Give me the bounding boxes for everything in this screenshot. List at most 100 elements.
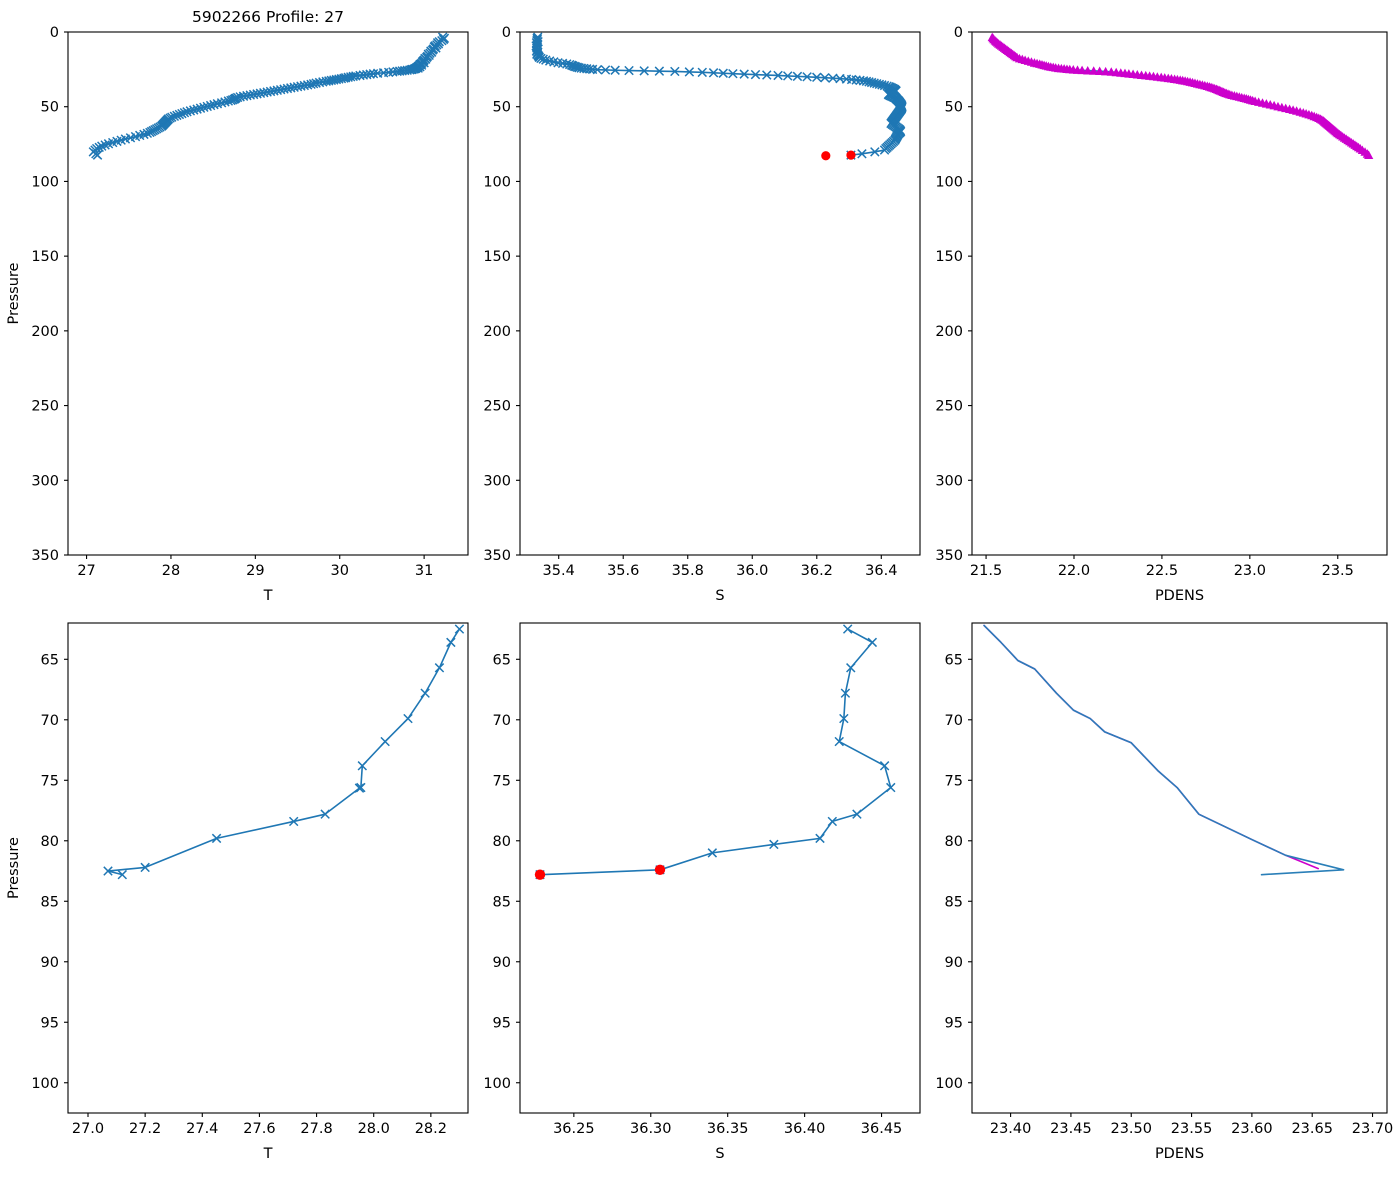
data-marker-x	[320, 809, 330, 819]
data-marker-x	[97, 141, 107, 151]
x-tick-label: 23.65	[1291, 1121, 1333, 1137]
data-marker-x	[815, 833, 825, 844]
y-tick-label: 85	[945, 894, 963, 910]
y-tick-label: 80	[493, 834, 511, 850]
x-tick-label: 35.8	[672, 563, 704, 579]
x-tick-label: 23.0	[1234, 563, 1266, 579]
x-tick-label: 23.5	[1322, 563, 1354, 579]
data-marker-x	[172, 110, 182, 121]
x-tick-label: 36.2	[801, 563, 833, 579]
plot-frame	[519, 31, 921, 556]
data-marker-x	[192, 104, 202, 114]
data-marker-x	[226, 95, 236, 106]
y-tick-label: 85	[41, 894, 59, 910]
y-tick-label: 150	[31, 249, 59, 265]
x-tick-label: 31	[415, 563, 433, 579]
data-marker-x	[420, 688, 430, 698]
flagged-point-marker	[534, 869, 546, 880]
x-tick-label: 27.6	[243, 1121, 275, 1137]
data-marker-x	[697, 67, 707, 78]
chart-top-salinity: 35.4 35.6 35.8 36.0 36.2 36.4 0 50 100 150 200 250 3…	[483, 25, 921, 604]
x-tick-label: 27	[77, 563, 95, 579]
data-marker-x	[624, 65, 634, 76]
chart-top-pdens: 21.5 22.0 22.5 23.0 23.5 0 50 100 150 200 250 300 35…	[935, 25, 1388, 604]
data-marker-x	[209, 99, 219, 110]
y-axis-label: Pressure	[6, 262, 22, 324]
data-marker-x	[145, 127, 155, 138]
data-marker-triangle	[1095, 66, 1105, 76]
y-tick-label: 100	[483, 174, 511, 190]
x-tick-label: 23.45	[1050, 1121, 1092, 1137]
x-tick-label: 36.45	[861, 1121, 903, 1137]
x-tick-label: 22.0	[1058, 563, 1090, 579]
panel-top-pdens: 21.5 22.0 22.5 23.0 23.5 0 50 100 150 200 250 300 35…	[904, 0, 1400, 605]
y-tick-label: 0	[502, 25, 511, 41]
chart-zoom-temperature: 27.0 27.2 27.4 27.6 27.8 28.0 28.2 65 70 75 80 85 90…	[6, 622, 469, 1162]
data-marker-x	[739, 69, 749, 79]
y-tick-label: 65	[493, 652, 511, 668]
data-marker-x	[584, 64, 595, 74]
y-tick-label: 95	[945, 1015, 963, 1031]
data-marker-x	[708, 68, 719, 78]
y-tick-label: 50	[945, 100, 963, 116]
y-tick-label: 70	[493, 713, 511, 729]
data-line	[539, 628, 892, 876]
data-marker-x	[223, 96, 234, 106]
data-marker-x	[454, 624, 465, 634]
data-marker-x	[879, 145, 890, 155]
y-tick-label: 65	[41, 652, 59, 668]
x-tick-label: 27.8	[300, 1121, 332, 1137]
x-tick-label: 23.50	[1110, 1121, 1152, 1137]
data-marker-x	[639, 66, 649, 76]
flagged-point-marker	[846, 150, 856, 160]
data-marker-x	[783, 71, 793, 81]
data-marker-x	[403, 713, 413, 724]
data-marker-x	[103, 866, 113, 876]
data-marker-x	[92, 150, 103, 160]
x-tick-label: 27.4	[186, 1121, 218, 1137]
y-tick-label: 250	[483, 399, 511, 415]
x-tick-label: 36.25	[553, 1121, 595, 1137]
y-axis-label: Pressure	[6, 837, 22, 899]
plot-area	[88, 32, 450, 160]
data-marker-triangle	[1089, 66, 1099, 75]
y-tick-label: 300	[483, 473, 511, 489]
y-tick-label: 0	[50, 25, 59, 41]
data-marker-x	[220, 97, 230, 107]
x-tick-label: 28	[162, 563, 180, 579]
y-tick-label: 100	[935, 1076, 963, 1092]
data-marker-triangle	[1077, 65, 1087, 75]
y-tick-label: 300	[31, 473, 59, 489]
y-tick-label: 350	[483, 548, 511, 564]
data-marker-x	[827, 816, 838, 827]
y-tick-label: 250	[31, 399, 59, 415]
data-marker-x	[211, 833, 222, 844]
data-marker-x	[750, 69, 761, 80]
plot-area	[987, 32, 1374, 160]
data-marker-x	[773, 70, 783, 81]
data-marker-x	[199, 102, 209, 113]
data-marker-x	[358, 70, 369, 80]
chart-zoom-salinity: 36.25 36.30 36.35 36.40 36.45 65 70 75 80 85 90 95 1…	[483, 622, 921, 1162]
y-tick-label: 95	[41, 1015, 59, 1031]
data-marker-x	[357, 761, 368, 771]
y-tick-label: 50	[493, 100, 511, 116]
x-tick-label: 35.4	[543, 563, 575, 579]
x-axis-label: S	[715, 1146, 724, 1162]
y-tick-label: 150	[935, 249, 963, 265]
chart-top-temperature: 27 28 29 30 31 0 50 100 150 200 250 300 350 T Pressure…	[6, 8, 469, 604]
y-tick-label: 80	[945, 834, 963, 850]
data-marker-triangle	[1101, 66, 1111, 76]
data-marker-x	[288, 816, 299, 827]
plot-frame	[67, 31, 469, 556]
data-line	[535, 36, 903, 156]
x-axis-label: PDENS	[1155, 588, 1204, 604]
y-tick-label: 75	[41, 773, 59, 789]
x-tick-label: 30	[331, 563, 349, 579]
x-tick-label: 36.30	[630, 1121, 672, 1137]
data-marker-x	[434, 663, 445, 673]
y-tick-label: 90	[945, 955, 963, 971]
data-marker-triangle	[1364, 150, 1374, 160]
x-tick-label: 22.5	[1146, 563, 1178, 579]
data-marker-x	[812, 72, 822, 83]
